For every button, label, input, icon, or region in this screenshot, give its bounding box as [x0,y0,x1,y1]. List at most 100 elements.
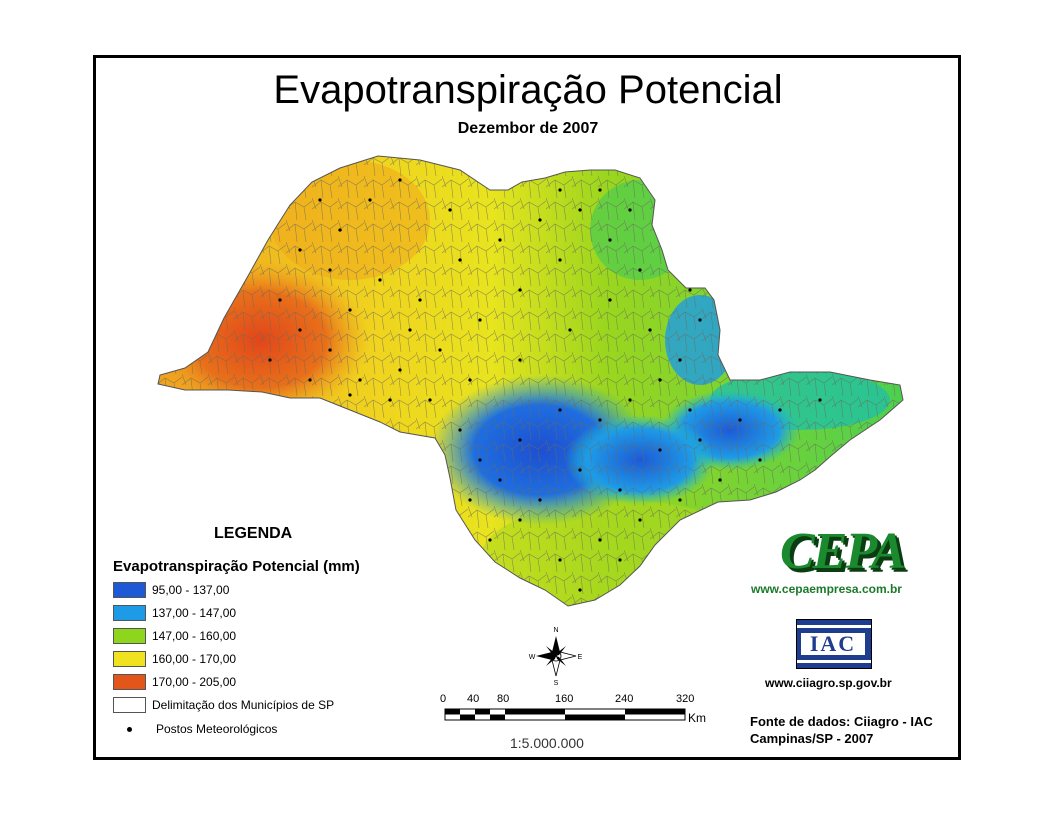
station-dot [598,418,602,422]
station-dot [688,288,692,292]
station-dot [518,358,522,362]
station-dot [398,178,402,182]
data-source: Fonte de dados: Ciiagro - IAC Campinas/S… [750,713,933,747]
station-dot [698,318,702,322]
map-title: Evapotranspiração Potencial [273,68,783,112]
legend-item-boundary: Delimitação dos Municípios de SP [113,696,334,714]
station-dot [818,398,822,402]
station-dot [458,258,462,262]
station-dot [308,378,312,382]
station-dot [558,188,562,192]
legend-item: 160,00 - 170,00 [113,650,236,668]
station-dot [618,558,622,562]
legend-item: 170,00 - 205,00 [113,673,236,691]
iac-logo-text: IAC [801,631,865,656]
legend-label: 95,00 - 137,00 [152,583,230,597]
station-dot [678,498,682,502]
station-dot [618,488,622,492]
station-dot [298,328,302,332]
station-dot [678,358,682,362]
station-dot [538,498,542,502]
legend-swatch [113,674,146,690]
legend-label: 137,00 - 147,00 [152,606,237,620]
scale-tick: 160 [555,693,574,705]
compass-rose-icon [536,636,577,677]
legend-swatch [113,651,146,667]
station-dot [318,198,322,202]
station-dot [538,218,542,222]
station-dot [418,298,422,302]
station-dot [458,428,462,432]
legend-swatch [113,605,146,621]
station-dot [268,358,272,362]
compass-e: E [578,654,583,661]
cepa-url: www.cepaempresa.com.br [751,582,902,596]
station-dot [638,268,642,272]
station-dot [428,398,432,402]
station-dot [328,268,332,272]
scale-tick: 40 [467,693,480,705]
scale-ratio: 1:5.000.000 [510,735,584,751]
station-dot [328,348,332,352]
station-dot [518,438,522,442]
station-dot [448,208,452,212]
station-dot [488,538,492,542]
legend-swatch [113,628,146,644]
scale-unit: Km [688,711,706,725]
station-dot [338,228,342,232]
station-dot-icon [127,726,132,732]
compass-s: S [554,680,559,687]
station-dot [398,368,402,372]
station-dot [658,378,662,382]
scale-tick: 240 [615,693,634,705]
station-dot [478,458,482,462]
station-dot [558,558,562,562]
station-dot [578,468,582,472]
source-line-2: Campinas/SP - 2007 [750,731,874,746]
station-dot [758,458,762,462]
station-dot [578,208,582,212]
station-dot [518,518,522,522]
station-dot [648,328,652,332]
iac-logo: IAC [796,619,872,669]
station-dot [518,288,522,292]
legend-item: 147,00 - 160,00 [113,627,236,645]
station-dot [498,238,502,242]
station-dot [298,248,302,252]
stations-layer [268,178,822,592]
source-line-1: Fonte de dados: Ciiagro - IAC [750,714,933,729]
compass-w: W [529,654,536,661]
station-dot [388,398,392,402]
station-dot [358,378,362,382]
legend-heading: LEGENDA [214,525,293,542]
station-dot [568,328,572,332]
map-subtitle: Dezembor de 2007 [457,120,599,137]
scale-tick: 80 [497,693,510,705]
station-dot [378,278,382,282]
scale-tick: 0 [440,693,447,705]
station-dot [468,378,472,382]
cepa-logo: CEPA [780,523,906,580]
legend-label: Postos Meteorológicos [156,722,278,736]
station-dot [598,188,602,192]
station-dot [608,298,612,302]
station-dot [348,393,352,397]
scale-bar [444,708,686,721]
station-dot [408,328,412,332]
station-dot [558,408,562,412]
legend-item-stations: Postos Meteorológicos [113,720,277,738]
legend-item: 95,00 - 137,00 [113,581,229,599]
station-dot [468,498,472,502]
legend-label: 147,00 - 160,00 [152,629,237,643]
station-dot [658,448,662,452]
station-dot [278,298,282,302]
station-dot [698,438,702,442]
legend-label: Delimitação dos Municípios de SP [152,698,335,712]
compass-n: N [553,627,558,634]
station-dot [628,398,632,402]
station-dot [608,238,612,242]
station-dot [718,478,722,482]
station-dot [638,518,642,522]
station-dot [738,418,742,422]
